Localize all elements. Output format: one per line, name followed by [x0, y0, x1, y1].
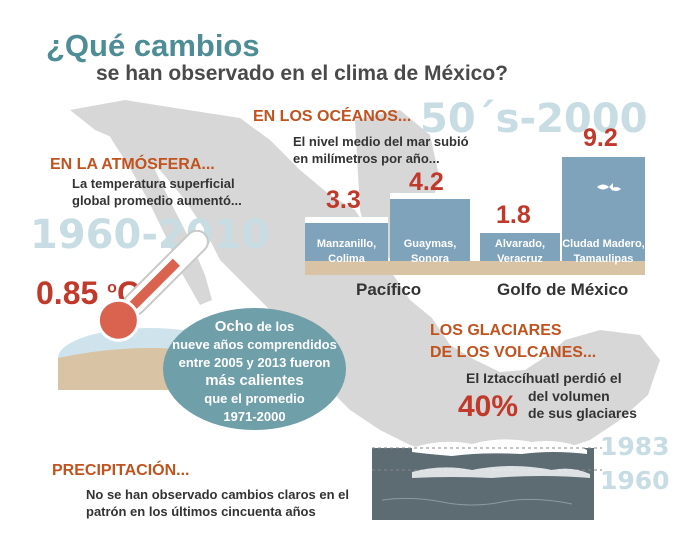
- station-name-madero-2: Tamaulipas: [573, 253, 634, 265]
- glacier-loss-percent: 40%: [458, 390, 519, 423]
- precipitation-heading: PRECIPITACIÓN...: [52, 462, 190, 479]
- glaciers-text-2: del volumen: [528, 388, 610, 404]
- warm-years-line-5: que el promedio: [204, 391, 305, 406]
- oceans-heading: EN LOS OCÉANOS...: [253, 108, 412, 125]
- station-name-manzanillo-1: Manzanillo,: [316, 238, 377, 250]
- station-name-alvarado-2: Veracruz: [497, 253, 543, 265]
- atmosphere-period: 1960-2010: [30, 212, 270, 258]
- glacier-year-1960: 1960: [600, 466, 670, 495]
- basin-label-pacific: Pacífico: [356, 280, 422, 299]
- degree-symbol: o: [107, 279, 117, 297]
- sea-level-value-alvarado: 1.8: [496, 201, 531, 229]
- glaciers-text-3: de sus glaciares: [528, 405, 637, 421]
- station-name-guaymas-2: Sonora: [411, 253, 449, 265]
- glaciers-heading-2: DE LOS VOLCANES...: [430, 344, 597, 361]
- sea-level-bar-madero: [562, 151, 645, 275]
- glacier-year-1983: 1983: [600, 432, 670, 461]
- atmosphere-heading: EN LA ATMÓSFERA...: [50, 156, 215, 173]
- station-label-manzanillo: Manzanillo, Colima: [305, 237, 388, 267]
- oceans-period: 50´s-2000: [420, 96, 648, 142]
- page-title: ¿Qué cambios: [46, 28, 260, 63]
- oceans-text-2: en milímetros por año...: [293, 151, 440, 166]
- station-name-madero-1: Cludad Madero,: [562, 238, 645, 250]
- glaciers-text-1: El Iztaccíhuatl perdió el: [466, 370, 622, 386]
- precipitation-text-1: No se han observado cambios claros en el: [86, 487, 349, 502]
- temperature-number: 0.85: [36, 275, 99, 311]
- station-label-madero: Cludad Madero, Tamaulipas: [562, 237, 645, 267]
- sea-floor: [305, 261, 645, 275]
- atmosphere-text-1: La temperatura superficial: [72, 176, 235, 191]
- station-name-alvarado-1: Alvarado,: [494, 238, 546, 250]
- warm-years-line-3: entre 2005 y 2013 fueron: [178, 355, 331, 370]
- oceans-text-1: El nivel medio del mar subió: [293, 134, 469, 149]
- sea-level-value-guaymas: 4.2: [409, 168, 444, 196]
- warm-years-line-4: más calientes: [205, 372, 304, 389]
- basin-label-gulf: Golfo de México: [497, 280, 629, 299]
- warm-years-line-2: nueve años comprendidos: [172, 337, 337, 352]
- atmosphere-text-2: global promedio aumentó...: [72, 193, 242, 208]
- page-subtitle: se han observado en el clima de México?: [96, 62, 508, 85]
- precipitation-text-2: patrón en los últimos cincuenta años: [86, 504, 316, 519]
- warm-years-count: Ocho: [214, 318, 254, 335]
- warm-years-line-1: Ocho de los: [163, 318, 346, 336]
- station-label-guaymas: Guaymas, Sonora: [390, 237, 470, 267]
- warm-years-of: de los: [253, 319, 295, 334]
- fish-icon: [597, 183, 621, 191]
- sea-level-bars: [305, 151, 690, 275]
- glaciers-heading-1: LOS GLACIARES: [430, 322, 562, 339]
- station-name-guaymas-1: Guaymas,: [403, 238, 457, 250]
- warm-years-oval: [163, 308, 346, 430]
- warm-years-line-6: 1971-2000: [223, 409, 286, 424]
- warm-years-text: Ocho de los nueve años comprendidos entr…: [163, 318, 346, 426]
- station-label-alvarado: Alvarado, Veracruz: [480, 237, 560, 267]
- station-name-manzanillo-2: Colima: [328, 253, 365, 265]
- sea-level-value-madero: 9.2: [583, 124, 618, 152]
- sea-level-value-manzanillo: 3.3: [326, 186, 361, 214]
- thermometer-icon: [96, 230, 209, 342]
- volcano-illustration: [372, 439, 602, 520]
